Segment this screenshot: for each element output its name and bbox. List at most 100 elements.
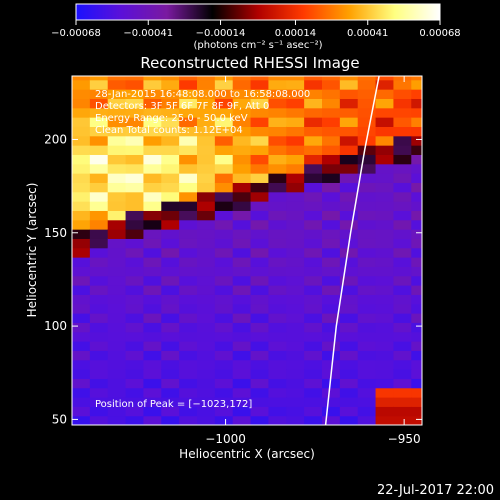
heatmap-cell xyxy=(304,154,323,165)
heatmap-cell xyxy=(268,415,287,425)
heatmap-cell xyxy=(179,397,198,407)
heatmap-cell xyxy=(375,219,395,230)
heatmap-cell xyxy=(304,303,323,314)
heatmap-cell xyxy=(393,126,412,137)
heatmap-cell xyxy=(197,294,216,305)
heatmap-cell xyxy=(161,350,180,361)
heatmap-cell xyxy=(411,275,422,286)
heatmap-cell xyxy=(375,369,395,379)
heatmap-cell xyxy=(232,406,252,417)
heatmap-cell xyxy=(125,191,145,202)
heatmap-cell xyxy=(411,415,422,425)
heatmap-cell xyxy=(179,303,198,314)
heatmap-cell xyxy=(411,387,422,398)
heatmap-cell xyxy=(72,210,91,221)
heatmap-cell xyxy=(161,107,180,118)
heatmap-cell xyxy=(107,369,127,379)
heatmap-cell xyxy=(197,247,216,258)
heatmap-cell xyxy=(393,397,412,407)
heatmap-cell xyxy=(286,229,305,239)
heatmap-cell xyxy=(304,191,323,202)
heatmap-cell xyxy=(232,98,252,109)
heatmap-cell xyxy=(304,107,323,118)
heatmap-cell xyxy=(214,397,234,407)
heatmap-cell xyxy=(72,247,91,258)
heatmap-cell xyxy=(89,163,109,174)
heatmap-cell xyxy=(286,387,305,398)
heatmap-cell xyxy=(304,89,323,99)
heatmap-cell xyxy=(197,322,216,333)
heatmap-cell xyxy=(72,238,91,249)
heatmap-cell xyxy=(393,163,412,174)
heatmap-cell xyxy=(143,182,162,193)
heatmap-cell xyxy=(125,145,145,155)
heatmap-cell xyxy=(268,126,287,137)
heatmap-cell xyxy=(107,238,127,249)
y-axis-tick-label: 50 xyxy=(52,412,67,426)
heatmap-cell xyxy=(286,294,305,305)
heatmap-cell xyxy=(179,173,198,183)
heatmap-cell xyxy=(161,117,180,127)
heatmap-cell xyxy=(143,285,162,295)
heatmap-cell xyxy=(268,322,287,333)
heatmap-cell xyxy=(214,117,234,127)
heatmap-cell xyxy=(214,341,234,351)
heatmap-cell xyxy=(161,266,180,277)
heatmap-cell xyxy=(250,145,270,155)
heatmap-cell xyxy=(250,117,270,127)
heatmap-cell xyxy=(250,201,270,211)
heatmap-cell xyxy=(179,313,198,323)
heatmap-cell xyxy=(357,275,377,286)
heatmap-cell xyxy=(197,331,216,342)
heatmap-cell xyxy=(286,406,305,417)
heatmap-cell xyxy=(250,229,270,239)
heatmap-cell xyxy=(179,107,198,118)
colorbar-tick-label: 0.00041 xyxy=(347,28,388,39)
heatmap-cell xyxy=(339,79,359,90)
heatmap-cell xyxy=(232,350,252,361)
heatmap-cell xyxy=(268,331,287,342)
heatmap-cell xyxy=(89,415,109,425)
heatmap-cell xyxy=(304,406,323,417)
heatmap-cell xyxy=(322,229,341,239)
heatmap-cell xyxy=(411,406,422,417)
heatmap-cell xyxy=(357,145,377,155)
heatmap-cell xyxy=(411,266,422,277)
heatmap-cell xyxy=(393,182,412,193)
heatmap-cell xyxy=(125,275,145,286)
heatmap-cell xyxy=(197,173,216,183)
heatmap-cell xyxy=(375,76,395,81)
heatmap-cell xyxy=(197,303,216,314)
heatmap-cell xyxy=(161,201,180,211)
annotation-time-range: 28-Jan-2015 16:48:08.000 to 16:58:08.000 xyxy=(95,89,310,100)
heatmap-cell xyxy=(197,275,216,286)
heatmap-cell xyxy=(232,369,252,379)
heatmap-cell xyxy=(89,79,109,90)
heatmap-cell xyxy=(250,285,270,295)
heatmap-cell xyxy=(286,173,305,183)
heatmap-cell xyxy=(286,79,305,90)
heatmap-cell xyxy=(411,219,422,230)
heatmap-cell xyxy=(232,145,252,155)
heatmap-cell xyxy=(232,154,252,165)
heatmap-cell xyxy=(72,135,91,146)
heatmap-cell xyxy=(125,266,145,277)
heatmap-cell xyxy=(179,201,198,211)
heatmap-cell xyxy=(304,173,323,183)
heatmap-cell xyxy=(286,107,305,118)
heatmap-cell xyxy=(107,294,127,305)
heatmap-cell xyxy=(214,76,234,81)
heatmap-cell xyxy=(161,154,180,165)
heatmap-cell xyxy=(72,76,91,81)
heatmap-cell xyxy=(250,79,270,90)
heatmap-cell xyxy=(179,135,198,146)
heatmap-cell xyxy=(268,210,287,221)
heatmap-cell xyxy=(286,145,305,155)
heatmap-cell xyxy=(125,89,145,99)
colorbar-tick-label: −0.00014 xyxy=(196,28,246,39)
heatmap-cell xyxy=(304,247,323,258)
heatmap-cell xyxy=(161,359,180,370)
heatmap-cell xyxy=(339,126,359,137)
heatmap-cell xyxy=(357,266,377,277)
heatmap-cell xyxy=(375,406,395,417)
